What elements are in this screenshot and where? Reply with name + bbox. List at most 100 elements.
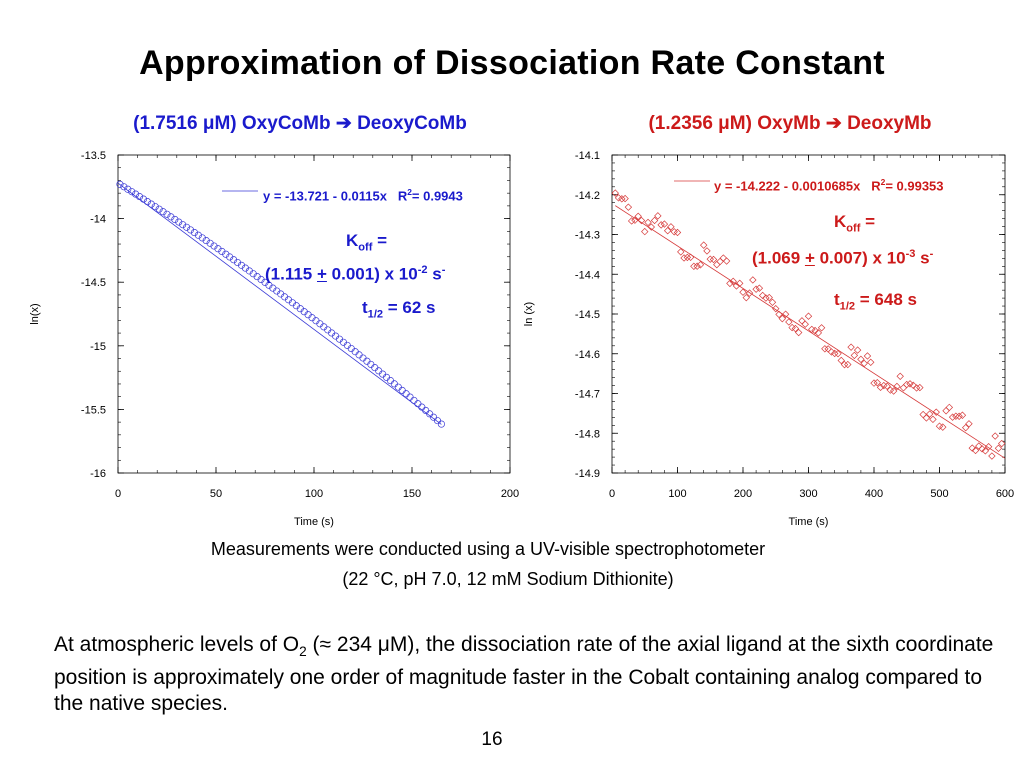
chart2-data-point bbox=[677, 248, 685, 256]
chart2-data-point bbox=[706, 255, 714, 263]
chart2-xtick-label: 100 bbox=[668, 488, 686, 500]
chart2-data-point bbox=[627, 217, 636, 225]
chart2-data-point bbox=[867, 358, 875, 366]
chart2-data-point bbox=[722, 257, 731, 265]
chart1-title-prefix: (1.7516 μM) OxyCoMb bbox=[133, 113, 331, 134]
chart2-data-point bbox=[657, 221, 665, 229]
chart2-data-point bbox=[700, 241, 708, 249]
chart1-data-point bbox=[206, 239, 214, 247]
chart2-data-point bbox=[762, 294, 770, 302]
chart1-data-point bbox=[136, 193, 144, 201]
chart2-data-point bbox=[788, 323, 796, 332]
chart1-data-point bbox=[163, 210, 171, 218]
chart2-data-point bbox=[919, 410, 927, 419]
body-text-sub: 2 bbox=[299, 644, 307, 660]
chart2-data-point bbox=[755, 284, 764, 292]
chart2-data-point bbox=[778, 314, 786, 323]
chart1-data-point bbox=[226, 253, 234, 261]
chart1-data-point bbox=[375, 367, 383, 375]
chart1-xtick-label: 100 bbox=[305, 488, 323, 500]
chart2-koff-label: K bbox=[834, 212, 847, 231]
chart1-ytick-label: -14.5 bbox=[81, 277, 106, 289]
chart2-data-point bbox=[962, 423, 970, 432]
chart1-data-point bbox=[186, 226, 195, 234]
chart1-data-point bbox=[198, 234, 206, 242]
chart2-data-point bbox=[618, 195, 626, 203]
chart2-koff-mid: 0.007) x 10 bbox=[814, 248, 906, 268]
chart1-koff-label: K bbox=[346, 231, 359, 250]
chart2-ytick-label: -14.2 bbox=[575, 190, 600, 202]
chart1-xtick-label: 0 bbox=[115, 488, 121, 500]
chart1-data-point bbox=[190, 229, 198, 237]
chart2-data-point bbox=[798, 317, 806, 325]
chart2-data-point bbox=[896, 372, 904, 380]
chart1-koff-sub: off bbox=[358, 241, 373, 254]
chart2-data-point bbox=[922, 414, 931, 422]
chart2-data-point bbox=[925, 410, 934, 418]
chart2-data-point bbox=[840, 360, 849, 369]
chart2-data-point bbox=[775, 310, 783, 319]
chart2-xtick-label: 200 bbox=[734, 488, 752, 500]
chart2-data-point bbox=[821, 345, 829, 353]
chart1-data-point bbox=[155, 205, 163, 213]
chart2-data-point bbox=[736, 279, 744, 288]
chart2-koff-unit-sup: - bbox=[929, 248, 934, 260]
chart1-thalf-sub: 1/2 bbox=[367, 308, 384, 321]
chart1-data-point bbox=[183, 223, 191, 231]
chart1-koff-value: (1.115 + 0.001) x 10-2 s- bbox=[265, 264, 445, 285]
chart1-ytick-label: -14 bbox=[90, 214, 106, 226]
chart1-xlabel: Time (s) bbox=[294, 516, 334, 528]
chart2-data-point bbox=[916, 383, 924, 392]
caption-line-1: Measurements were conducted using a UV-v… bbox=[210, 539, 766, 559]
chart2-data-point bbox=[994, 444, 1003, 452]
chart2-xtick-label: 300 bbox=[799, 488, 817, 500]
chart1-data-point bbox=[120, 183, 128, 191]
chart1-data-point bbox=[230, 256, 238, 264]
chart2-title: (1.2356 μM) OxyMb ➔ DeoxyMb bbox=[560, 112, 1020, 135]
chart2-data-point bbox=[971, 446, 980, 455]
chart2-data-point bbox=[814, 329, 823, 337]
chart2-data-point bbox=[686, 253, 695, 261]
chart2-ytick-label: -14.4 bbox=[575, 269, 600, 281]
chart2-data-point bbox=[713, 260, 721, 269]
chart2-ytick-label: -14.9 bbox=[575, 468, 600, 480]
chart2-data-point bbox=[958, 411, 967, 419]
chart2-data-point bbox=[975, 442, 983, 450]
chart2-half-life: t1/2 = 648 s bbox=[834, 290, 917, 312]
chart2-data-point bbox=[729, 277, 737, 286]
chart2-data-point bbox=[863, 352, 872, 360]
chart2-fit-line bbox=[615, 205, 1006, 459]
chart2-data-point bbox=[955, 412, 963, 420]
chart1-title-suffix: DeoxyCoMb bbox=[357, 113, 467, 134]
chart2-data-point bbox=[765, 293, 773, 302]
chart2-data-point bbox=[667, 223, 675, 231]
body-text-end: (≈ 234 μM), the dissociation rate of the… bbox=[54, 633, 994, 716]
chart2-data-point bbox=[696, 261, 705, 269]
chart1-data-point bbox=[386, 377, 394, 385]
chart2-data-point bbox=[965, 420, 973, 428]
chart2-r2-sup: 2 bbox=[880, 177, 886, 187]
chart1-ylabel: ln(x) bbox=[29, 303, 41, 324]
chart1-data-point bbox=[124, 185, 132, 193]
chart2-data-point bbox=[837, 356, 845, 365]
chart2-data-point bbox=[647, 223, 655, 231]
chart2-ytick-label: -14.8 bbox=[575, 428, 600, 440]
chart2-data-point bbox=[801, 320, 809, 328]
chart2-koff-pre: (1.069 bbox=[752, 248, 805, 268]
chart2-data-point bbox=[693, 262, 701, 270]
chart2-data-point bbox=[860, 359, 868, 368]
chart2-ytick-label: -14.1 bbox=[575, 150, 600, 162]
chart1-ytick-label: -15.5 bbox=[81, 404, 106, 416]
chart1-data-point bbox=[355, 351, 363, 359]
chart2-data-point bbox=[650, 216, 659, 225]
chart2-koff-heading: Koff = bbox=[834, 212, 875, 234]
chart2-data-point bbox=[952, 412, 960, 420]
chart2-data-point bbox=[988, 452, 996, 460]
chart1-data-point bbox=[202, 237, 210, 245]
chart1-data-point bbox=[218, 247, 226, 255]
chart2-data-point bbox=[899, 384, 908, 392]
chart2-data-point bbox=[624, 203, 633, 211]
body-text-start: At atmospheric levels of O bbox=[54, 633, 300, 656]
chart1-data-point bbox=[347, 344, 355, 353]
